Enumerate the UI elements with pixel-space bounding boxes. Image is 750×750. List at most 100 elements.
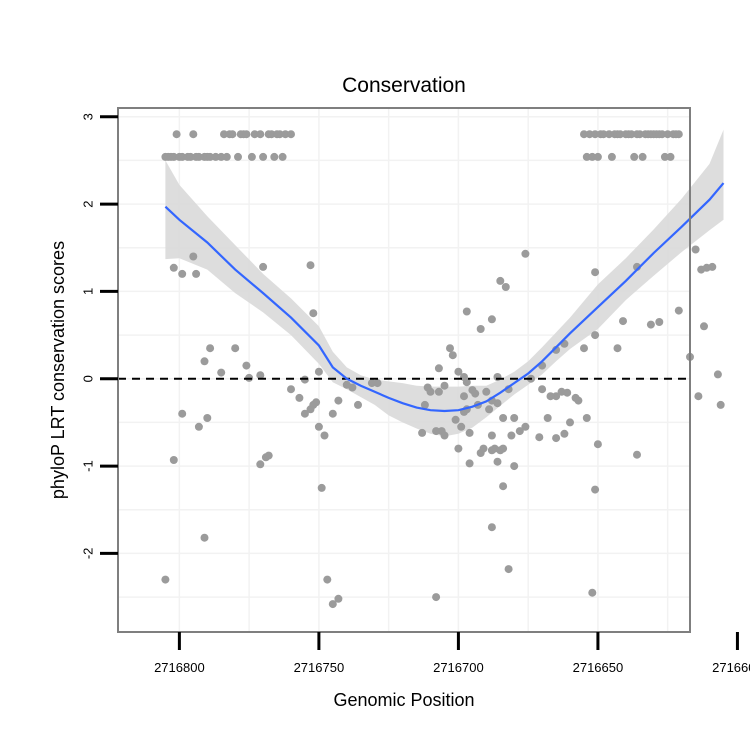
data-point xyxy=(708,262,717,271)
x-axis-title: Genomic Position xyxy=(333,690,474,710)
data-point xyxy=(367,379,376,388)
data-point xyxy=(169,456,178,464)
data-point xyxy=(217,152,226,161)
data-point xyxy=(314,422,323,431)
data-point xyxy=(200,533,209,542)
data-point xyxy=(563,388,572,397)
fit-line-layer xyxy=(164,182,725,413)
data-point xyxy=(161,575,170,584)
data-point xyxy=(591,331,600,340)
y-tick-label: 3 xyxy=(81,113,96,120)
data-point xyxy=(694,392,703,401)
data-point xyxy=(607,152,616,161)
data-point xyxy=(287,385,295,394)
data-point xyxy=(582,414,591,422)
data-point xyxy=(560,429,569,438)
data-point xyxy=(627,130,636,139)
data-point xyxy=(504,565,513,574)
data-point xyxy=(454,444,463,453)
data-point xyxy=(448,351,457,360)
data-point xyxy=(507,431,516,440)
data-point xyxy=(479,444,488,453)
data-point xyxy=(566,418,574,427)
data-point xyxy=(300,409,309,418)
data-point xyxy=(178,269,187,278)
data-point xyxy=(580,130,588,139)
data-point xyxy=(462,378,471,387)
x-tick-label: 2716800 xyxy=(154,660,205,675)
data-point xyxy=(281,130,290,139)
data-point xyxy=(314,367,323,376)
data-point xyxy=(535,433,544,442)
data-point xyxy=(591,268,600,277)
data-point xyxy=(655,318,664,326)
data-point xyxy=(440,431,449,440)
data-point xyxy=(222,152,231,161)
data-point xyxy=(309,309,318,318)
data-point xyxy=(487,431,496,440)
data-point xyxy=(599,130,608,139)
x-tick-label: 2716600 xyxy=(712,660,750,675)
x-axis: 2716800 2716750 2716700 2716650 2716600 xyxy=(154,632,750,675)
data-point xyxy=(295,393,304,402)
data-point xyxy=(471,389,480,398)
data-point xyxy=(496,446,505,455)
data-point xyxy=(552,392,561,401)
data-point xyxy=(334,594,343,603)
data-point xyxy=(194,152,203,161)
data-point xyxy=(270,152,279,161)
data-point xyxy=(206,152,215,161)
data-point xyxy=(203,414,212,422)
data-point xyxy=(496,276,505,285)
data-point xyxy=(320,431,329,440)
data-point xyxy=(658,130,667,139)
data-point xyxy=(306,261,315,270)
data-point xyxy=(633,450,641,459)
x-tick-label: 2716650 xyxy=(573,660,624,675)
data-point xyxy=(635,130,644,139)
data-point xyxy=(418,428,427,437)
data-point xyxy=(501,283,510,291)
data-point xyxy=(275,130,284,139)
data-point xyxy=(194,422,203,431)
data-point xyxy=(189,252,198,261)
data-point xyxy=(691,245,700,254)
data-point xyxy=(234,152,242,161)
data-point xyxy=(700,322,708,331)
data-point xyxy=(663,130,672,139)
data-point xyxy=(591,130,600,139)
data-point xyxy=(446,344,454,353)
data-point xyxy=(317,483,326,492)
data-point xyxy=(487,315,496,324)
data-point xyxy=(457,422,466,431)
data-point xyxy=(713,370,722,379)
data-point xyxy=(420,400,429,409)
data-point xyxy=(660,152,669,161)
data-point xyxy=(619,317,627,326)
y-tick-label: 2 xyxy=(81,200,96,207)
data-point xyxy=(499,414,508,422)
data-point xyxy=(521,249,530,258)
data-point xyxy=(482,387,491,396)
data-point xyxy=(716,400,725,409)
data-point xyxy=(460,392,468,401)
data-point xyxy=(169,263,178,272)
data-point xyxy=(259,262,268,271)
data-point xyxy=(582,152,591,161)
data-point xyxy=(521,422,530,431)
y-tick-label: -1 xyxy=(81,460,96,472)
data-point xyxy=(328,600,337,609)
plot-panel xyxy=(117,107,725,633)
confidence-band-layer xyxy=(165,129,724,437)
fit-line xyxy=(164,182,725,413)
data-point xyxy=(434,364,443,373)
data-point xyxy=(432,593,441,602)
data-point xyxy=(323,575,332,584)
data-point xyxy=(543,414,552,422)
x-tick-label: 2716700 xyxy=(433,660,484,675)
data-point xyxy=(487,446,496,455)
data-point xyxy=(493,373,502,381)
data-point xyxy=(328,409,337,418)
data-point xyxy=(499,482,508,491)
